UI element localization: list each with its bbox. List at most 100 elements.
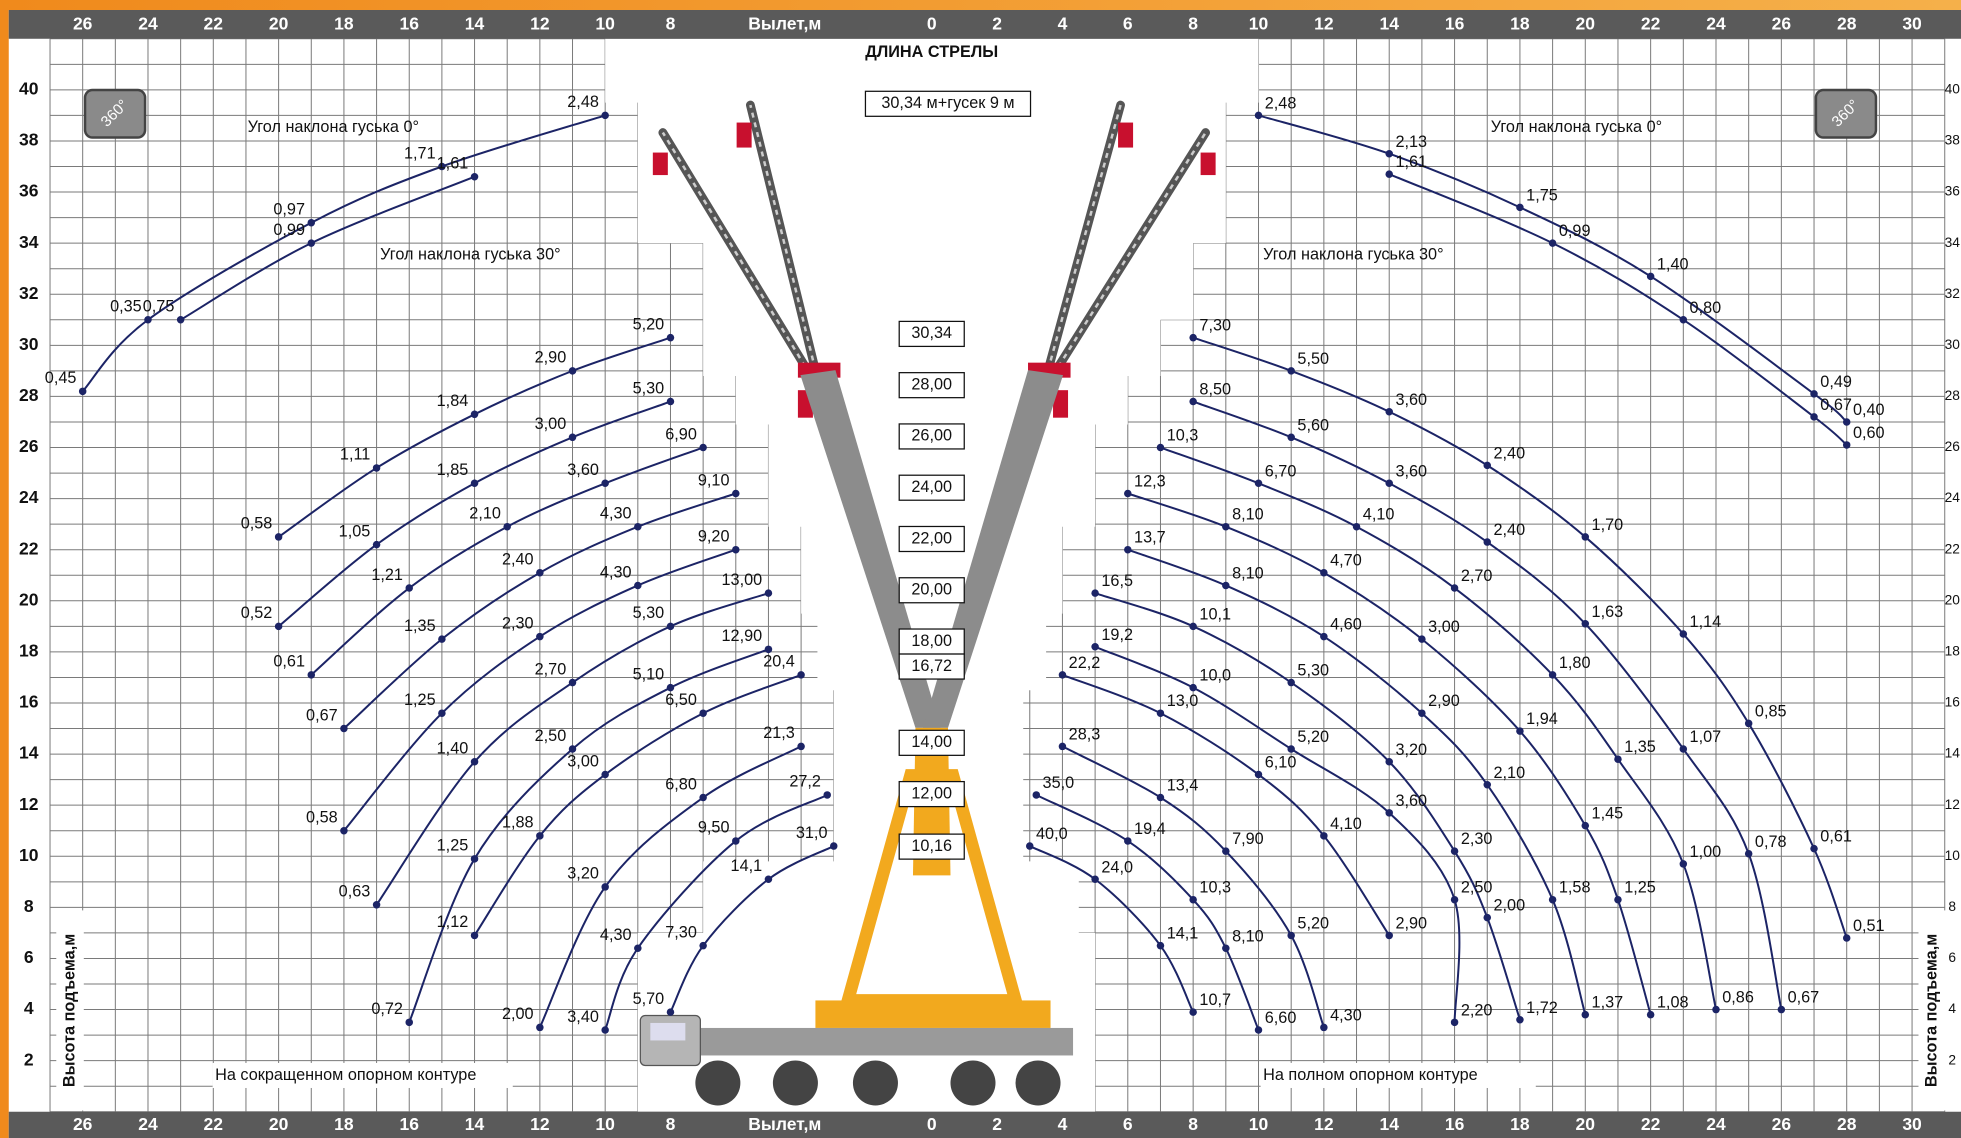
load-label: 8,50 <box>1199 381 1231 399</box>
load-point <box>1222 847 1230 855</box>
load-point <box>275 623 283 631</box>
x-tick-label: 4 <box>1058 1114 1068 1134</box>
x-tick-label: 8 <box>1188 14 1198 34</box>
load-label: 6,80 <box>665 775 697 793</box>
y-tick-label: 10 <box>19 845 39 865</box>
load-label: 9,20 <box>698 527 730 545</box>
load-label: 0,51 <box>1853 917 1885 935</box>
load-point <box>536 1024 544 1032</box>
load-label: 1,45 <box>1592 805 1624 823</box>
y-tick-label: 36 <box>19 181 39 201</box>
load-point <box>308 239 316 247</box>
load-point <box>1287 679 1295 687</box>
load-label: 2,70 <box>535 660 567 678</box>
load-label: 3,20 <box>1395 741 1427 759</box>
load-label: 1,88 <box>502 814 534 832</box>
x-tick-label: 22 <box>1641 14 1661 34</box>
y-tick-label: 28 <box>1945 388 1961 403</box>
y-tick-label: 40 <box>19 78 39 98</box>
truck-body <box>675 1028 1073 1056</box>
load-point <box>1385 408 1393 416</box>
y-tick-label: 16 <box>1945 695 1961 710</box>
load-point <box>601 771 609 779</box>
load-label: 3,60 <box>1395 792 1427 810</box>
boom-length: 24,00 <box>911 478 952 496</box>
load-label: 35,0 <box>1043 774 1075 792</box>
load-point <box>308 219 316 227</box>
y-tick-label: 20 <box>19 589 39 609</box>
y-tick-label: 26 <box>1945 439 1961 454</box>
load-point <box>471 173 479 181</box>
chart: 2626242422222020181816161414121210108800… <box>0 0 1961 1138</box>
load-label: 19,4 <box>1134 820 1166 838</box>
y-tick-label: 10 <box>1945 848 1961 863</box>
rotation-icon: 360° <box>1816 90 1876 138</box>
load-label: 1,37 <box>1592 994 1624 1012</box>
load-label: 4,30 <box>1330 1006 1362 1024</box>
x-tick-label: 22 <box>204 14 224 34</box>
load-point <box>471 758 479 766</box>
x-tick-label: 18 <box>1510 1114 1530 1134</box>
load-label: 0,86 <box>1722 989 1754 1007</box>
load-point <box>536 832 544 840</box>
load-point <box>1647 1011 1655 1019</box>
load-point <box>275 533 283 541</box>
load-point <box>1124 837 1132 845</box>
hook <box>1201 153 1216 176</box>
load-label: 1,12 <box>437 913 469 931</box>
boom-length: 16,72 <box>911 657 952 675</box>
boom-length: 20,00 <box>911 581 952 599</box>
load-label: 0,99 <box>1559 222 1591 240</box>
load-point <box>1320 832 1328 840</box>
load-label: 8,10 <box>1232 506 1264 524</box>
load-label: 5,10 <box>633 665 665 683</box>
load-point <box>1582 822 1590 830</box>
x-tick-label: 8 <box>1188 1114 1198 1134</box>
y-tick-label: 18 <box>1945 644 1961 659</box>
turntable <box>815 1000 1050 1028</box>
load-label: 4,30 <box>600 563 632 581</box>
y-tick-label: 14 <box>19 743 39 763</box>
load-point <box>1810 390 1818 398</box>
x-tick-label: 8 <box>666 14 676 34</box>
load-label: 1,35 <box>1624 738 1656 756</box>
load-label: 3,00 <box>567 752 599 770</box>
load-point <box>1810 845 1818 853</box>
load-point <box>1712 1006 1720 1014</box>
load-point <box>438 635 446 643</box>
load-point <box>1483 538 1491 546</box>
load-point <box>732 546 740 554</box>
load-point <box>732 837 740 845</box>
load-point <box>1582 620 1590 628</box>
load-label: 2,90 <box>535 349 567 367</box>
load-point <box>405 584 413 592</box>
frame-top <box>0 0 1961 10</box>
load-point <box>1124 546 1132 554</box>
load-point <box>1614 896 1622 904</box>
load-point <box>1189 398 1197 406</box>
x-tick-label: 6 <box>1123 14 1133 34</box>
load-point <box>1451 1019 1459 1027</box>
load-point <box>1385 809 1393 817</box>
load-label: 3,40 <box>567 1008 599 1026</box>
y-tick-label: 38 <box>19 130 39 150</box>
load-label: 28,3 <box>1069 725 1101 743</box>
hook <box>1118 123 1133 148</box>
load-point <box>373 464 381 472</box>
x-tick-label: 10 <box>1249 1114 1269 1134</box>
load-label: 1,25 <box>437 837 469 855</box>
hook <box>737 123 752 148</box>
support-note: На сокращенном опорном контуре <box>215 1066 476 1084</box>
load-point <box>1287 932 1295 940</box>
frame-left <box>0 0 9 1138</box>
load-label: 2,30 <box>1461 830 1493 848</box>
load-point <box>405 1019 413 1027</box>
load-label: 6,70 <box>1265 462 1297 480</box>
load-label: 0,63 <box>339 883 371 901</box>
load-point <box>1320 569 1328 577</box>
boom-length: 18,00 <box>911 632 952 650</box>
jib-angle-label: Угол наклона гуська 0° <box>248 118 419 136</box>
load-point <box>1222 523 1230 531</box>
x-tick-label: 24 <box>1706 1114 1726 1134</box>
y-tick-label: 36 <box>1945 184 1961 199</box>
